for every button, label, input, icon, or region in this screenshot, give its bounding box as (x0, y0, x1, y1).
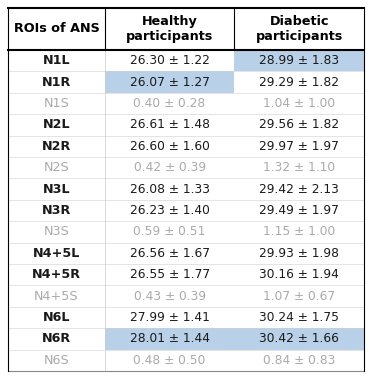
Text: 0.48 ± 0.50: 0.48 ± 0.50 (134, 354, 206, 367)
Bar (234, 50, 364, 71)
Text: N2L: N2L (43, 118, 70, 132)
Text: 26.30 ± 1.22: 26.30 ± 1.22 (130, 54, 209, 67)
Text: N1L: N1L (43, 54, 70, 67)
Text: 29.93 ± 1.98: 29.93 ± 1.98 (259, 247, 339, 260)
Text: 26.23 ± 1.40: 26.23 ± 1.40 (130, 204, 209, 217)
Text: N4+5S: N4+5S (34, 290, 79, 303)
Text: 0.59 ± 0.51: 0.59 ± 0.51 (134, 225, 206, 238)
Text: N1S: N1S (44, 97, 69, 110)
Text: N6S: N6S (44, 354, 69, 367)
Text: 1.04 ± 1.00: 1.04 ± 1.00 (263, 97, 335, 110)
Text: N3L: N3L (43, 182, 70, 196)
Text: Healthy
participants: Healthy participants (126, 15, 213, 43)
Text: 1.32 ± 1.10: 1.32 ± 1.10 (263, 161, 335, 174)
Text: 29.29 ± 1.82: 29.29 ± 1.82 (259, 76, 339, 89)
Text: N3R: N3R (42, 204, 71, 217)
Text: 1.07 ± 0.67: 1.07 ± 0.67 (263, 290, 335, 303)
Bar (105, 71, 234, 93)
Bar (105, 328, 234, 349)
Text: 30.24 ± 1.75: 30.24 ± 1.75 (259, 311, 339, 324)
Text: 26.56 ± 1.67: 26.56 ± 1.67 (129, 247, 210, 260)
Text: 0.43 ± 0.39: 0.43 ± 0.39 (134, 290, 206, 303)
Text: 1.15 ± 1.00: 1.15 ± 1.00 (263, 225, 335, 238)
Text: Diabetic
participants: Diabetic participants (256, 15, 343, 43)
Text: 0.84 ± 0.83: 0.84 ± 0.83 (263, 354, 336, 367)
Text: 26.60 ± 1.60: 26.60 ± 1.60 (130, 140, 209, 153)
Text: 28.01 ± 1.44: 28.01 ± 1.44 (129, 333, 210, 345)
Bar (234, 328, 364, 349)
Text: ROIs of ANS: ROIs of ANS (13, 23, 99, 35)
Text: 30.16 ± 1.94: 30.16 ± 1.94 (259, 268, 339, 281)
Text: N2R: N2R (42, 140, 71, 153)
Text: 26.07 ± 1.27: 26.07 ± 1.27 (130, 76, 209, 89)
Text: 28.99 ± 1.83: 28.99 ± 1.83 (259, 54, 339, 67)
Text: 26.08 ± 1.33: 26.08 ± 1.33 (129, 182, 210, 196)
Text: N2S: N2S (44, 161, 69, 174)
Text: 26.55 ± 1.77: 26.55 ± 1.77 (129, 268, 210, 281)
Text: 27.99 ± 1.41: 27.99 ± 1.41 (130, 311, 209, 324)
Text: N4+5L: N4+5L (33, 247, 80, 260)
Text: 29.56 ± 1.82: 29.56 ± 1.82 (259, 118, 339, 132)
Text: N6R: N6R (42, 333, 71, 345)
Text: 30.42 ± 1.66: 30.42 ± 1.66 (259, 333, 339, 345)
Text: 0.42 ± 0.39: 0.42 ± 0.39 (134, 161, 206, 174)
Text: 29.49 ± 1.97: 29.49 ± 1.97 (259, 204, 339, 217)
Text: 29.97 ± 1.97: 29.97 ± 1.97 (259, 140, 339, 153)
Text: 29.42 ± 2.13: 29.42 ± 2.13 (259, 182, 339, 196)
Text: N3S: N3S (44, 225, 69, 238)
Text: N6L: N6L (43, 311, 70, 324)
Text: N1R: N1R (42, 76, 71, 89)
Text: N4+5R: N4+5R (32, 268, 81, 281)
Text: 26.61 ± 1.48: 26.61 ± 1.48 (129, 118, 210, 132)
Text: 0.40 ± 0.28: 0.40 ± 0.28 (134, 97, 206, 110)
